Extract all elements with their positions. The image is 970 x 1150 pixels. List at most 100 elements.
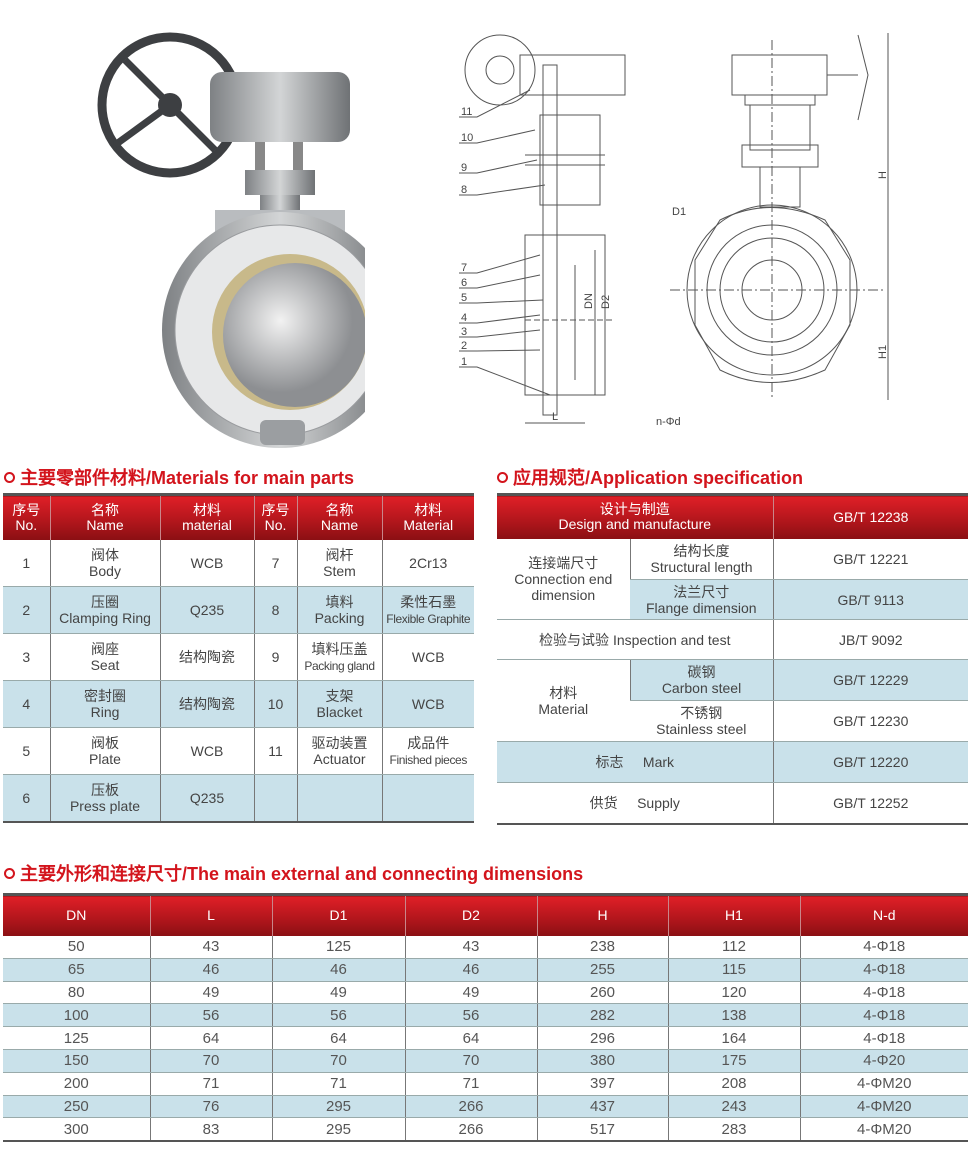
dimensions-cell: 80 [3,981,150,1005]
text: 材料 [414,501,443,518]
materials-cell: WCB [159,539,254,587]
leader-line [459,129,536,144]
dimensions-cell: 282 [536,1003,668,1028]
text: 压板 [91,781,119,798]
dimensions-cell: 260 [536,981,668,1005]
materials-cell [381,774,474,823]
text: 结构长度 [673,542,730,559]
materials-row: 1 阀体 Body WCB 7 阀杆 Stem 2Cr13 [3,539,474,587]
dimensions-cell: 115 [667,958,800,982]
dimensions-cell: 112 [667,935,800,959]
text: 主要零部件材料/Materials for main parts [20,468,355,488]
dimensions-row: 200 71 71 71 397 208 4-ΦM20 [3,1072,968,1096]
text: Body [89,562,121,579]
text: 碳钢 [687,664,716,680]
materials-cell: 结构陶瓷 [159,633,254,681]
dimensions-cell: 71 [149,1072,272,1096]
circle-bullet-icon [4,867,15,879]
materials-cell: Q235 [159,774,254,823]
dimensions-row: 65 46 46 46 255 115 4-Φ18 [3,958,968,982]
materials-header-cell: 材料 material [159,493,254,540]
materials-cell: WCB [381,633,474,681]
materials-cell: 4 [3,680,50,728]
materials-header-cell: 材料 Material [381,493,474,540]
leader-line [459,254,541,274]
materials-cell: 密封圈 Ring [49,680,160,728]
materials-cell: 柔性石墨 Flexible Graphite [381,586,474,634]
dimensions-cell: 243 [667,1095,800,1119]
spec-title: 应用规范/Application specification [497,464,803,490]
carbon-cell: 碳钢 Carbon steel [629,659,774,701]
leader-line [459,314,541,324]
dimensions-cell: 71 [404,1072,537,1096]
mark-cell: 标志 Mark [497,741,774,783]
dimensions-cell: 300 [3,1117,150,1142]
h-label: H [877,171,889,179]
dimensions-header-cell: L [149,893,272,936]
text: Clamping Ring [59,610,151,626]
dimensions-cell: 295 [271,1117,405,1142]
text: 阀座 [91,641,119,657]
text: Packing gland [304,658,375,673]
part-number-label: 9 [461,162,467,174]
text: No. [15,516,38,533]
dimensions-cell: 43 [404,935,537,959]
materials-cell: 填料压盖 Packing gland [296,633,382,681]
text: Design and manufacture [558,516,712,533]
dimensions-cell: 380 [536,1049,668,1073]
dimensions-cell: 70 [271,1049,405,1073]
materials-cell [296,774,382,823]
part-number-label: 11 [461,106,472,118]
text: Flange dimension [646,599,757,616]
materials-cell: 3 [3,633,50,681]
dimensions-cell: 4-ΦM20 [799,1117,968,1142]
text: Carbon steel [661,680,742,696]
valve-disc [223,263,365,407]
mark-std: GB/T 12220 [772,741,969,783]
part-number-label: 4 [461,312,467,324]
materials-title: 主要零部件材料/Materials for main parts [4,464,354,490]
materials-cell: 阀板 Plate [49,727,160,775]
dimensions-cell: 283 [667,1117,800,1142]
dimensions-cell: 4-Φ18 [799,981,968,1005]
dimensions-cell: 49 [271,981,405,1005]
dimensions-cell: 4-Φ18 [799,958,968,982]
dimensions-cell: 64 [404,1026,537,1050]
materials-cell: 驱动装置 Actuator [296,727,382,775]
d2-label: D2 [600,295,612,309]
dimensions-cell: 295 [271,1095,405,1119]
materials-cell: 1 [3,539,50,587]
dimensions-header-cell: H1 [667,893,800,936]
inspection-cell: 检验与试验 Inspection and test [497,619,774,660]
materials-row: 2 压圈 Clamping Ring Q235 8 填料 Packing 柔性石墨 Flexib… [3,586,474,634]
text: Press plate [69,797,141,814]
text: 标志 [595,754,624,770]
text: material [182,516,232,533]
part-number-label: 2 [461,340,467,352]
text: 应用规范/Application specification [513,468,804,488]
materials-cell: 结构陶瓷 [159,680,254,728]
part-number-label: 10 [461,132,473,144]
dimensions-cell: 200 [3,1072,150,1096]
dimensions-cell: 150 [3,1049,150,1073]
text: Stem [323,562,356,579]
h1-label: H1 [877,345,889,359]
text: 阀板 [91,735,119,751]
dimensions-cell: 138 [667,1003,800,1028]
dimensions-cell: 250 [3,1095,150,1119]
text: 填料压盖 [311,640,368,657]
dimensions-row: 80 49 49 49 260 120 4-Φ18 [3,981,968,1005]
materials-cell: 支架 Blacket [296,680,382,728]
n-d-label: n-Φd [656,416,681,428]
design-std: GB/T 12238 [772,493,969,539]
text: 序号 [12,501,41,518]
dimensions-cell: 46 [271,958,405,982]
materials-cell: WCB [381,680,474,728]
dimensions-cell: 175 [667,1049,800,1073]
leader-line [459,299,544,304]
text: 检验与试验 [539,631,610,648]
dimensions-cell: 164 [667,1026,800,1050]
leader-line [459,349,541,352]
dimensions-header-cell: N-d [799,893,968,936]
leader-line [459,329,541,338]
